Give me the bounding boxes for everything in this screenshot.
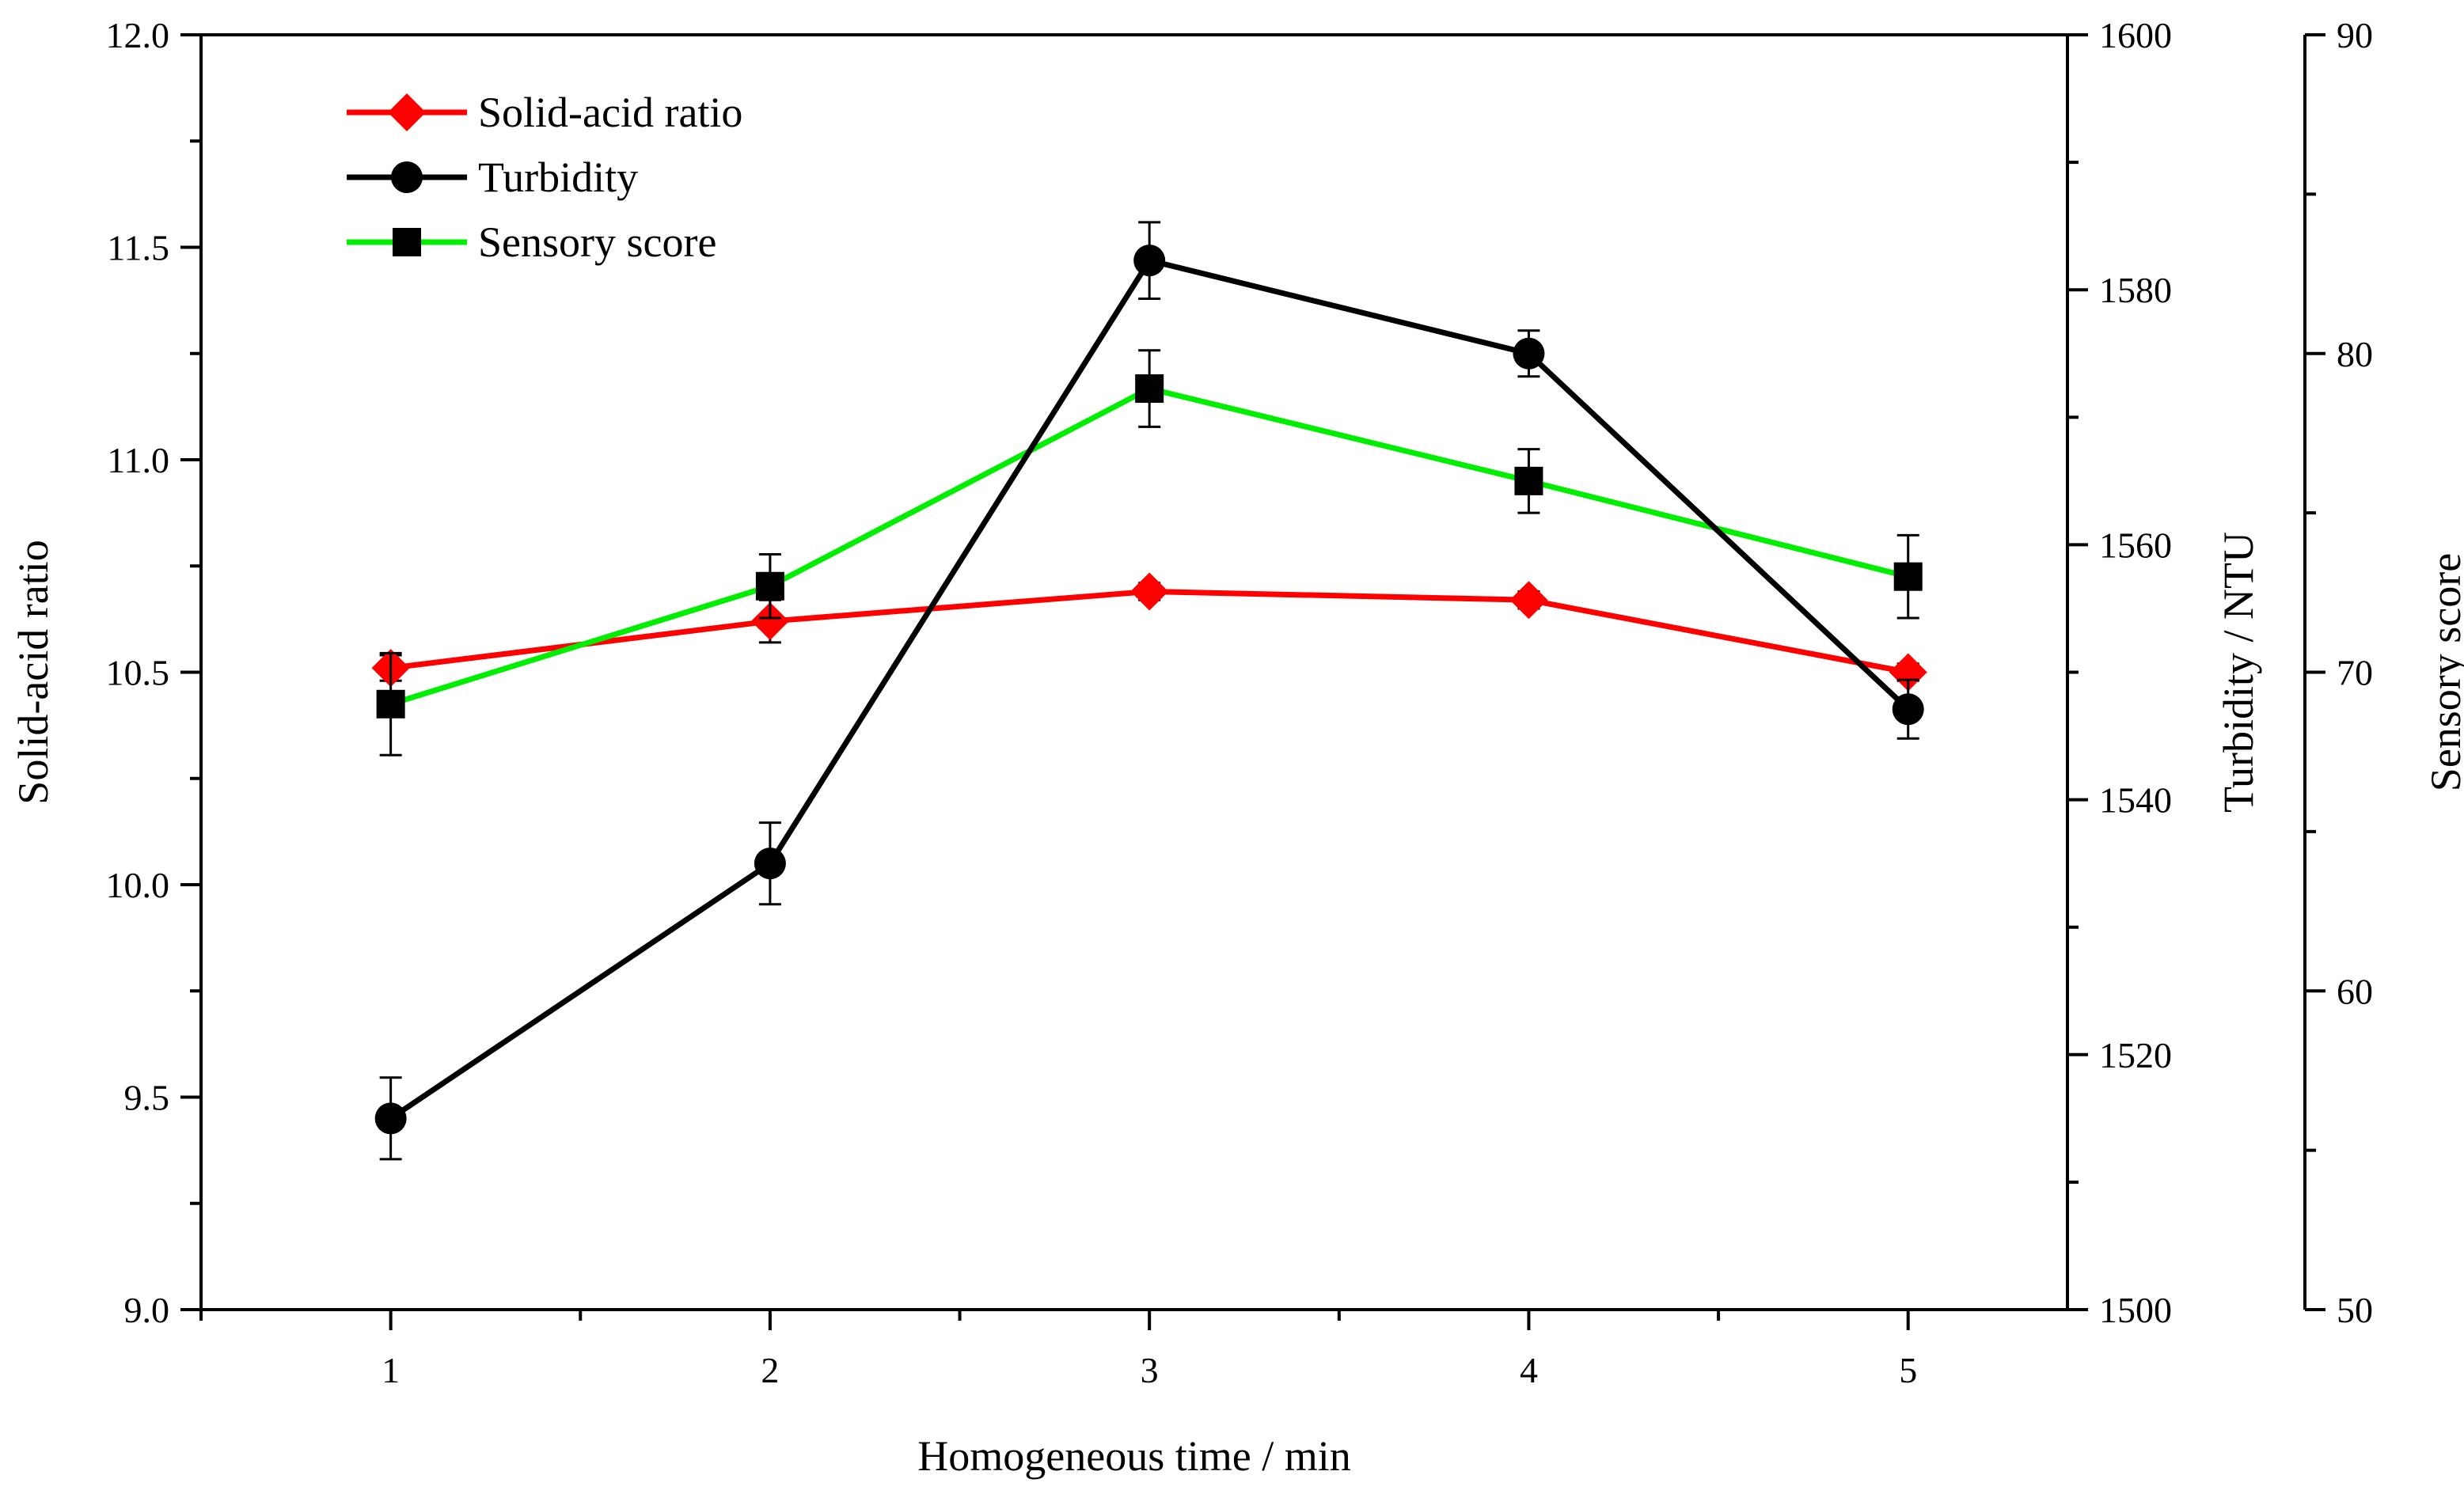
right2-axis-title: Sensory score <box>2422 553 2464 791</box>
data-point <box>1893 562 1923 591</box>
left-tick-label: 9.0 <box>124 1290 170 1330</box>
data-point <box>1509 581 1548 620</box>
series-solid-acid-ratio <box>371 572 1927 692</box>
right1-tick-label: 1540 <box>2099 780 2172 821</box>
series-sensory-score <box>376 349 1923 756</box>
left-axis-title: Solid-acid ratio <box>9 540 57 804</box>
x-tick-label: 5 <box>1899 1350 1917 1390</box>
x-tick-label: 4 <box>1520 1350 1538 1390</box>
right1-tick-label: 1500 <box>2099 1290 2172 1330</box>
data-point <box>1514 466 1543 495</box>
series-layer <box>371 221 1927 1161</box>
left-tick-label: 9.5 <box>124 1078 170 1118</box>
legend-label: Solid-acid ratio <box>478 89 742 136</box>
right2-tick-label: 60 <box>2337 971 2373 1011</box>
axes-layer: 1 2 3 4 5 9.0 9.5 10.0 10.5 11.0 11.5 12.0 Solid-aci… <box>9 15 2464 1480</box>
data-point <box>1133 245 1166 277</box>
right1-axis-title: Turbidity / NTU <box>2215 532 2262 813</box>
data-point <box>754 847 786 880</box>
left-tick-label: 10.0 <box>106 865 170 905</box>
data-point <box>750 602 789 641</box>
right1-tick-label: 1560 <box>2099 525 2172 565</box>
data-point <box>1513 337 1545 370</box>
x-axis-title: Homogeneous time / min <box>917 1432 1350 1480</box>
data-point <box>1130 572 1169 611</box>
legend-entry: Turbidity <box>347 154 638 201</box>
left-tick-label: 12.0 <box>106 15 170 55</box>
data-point <box>376 689 405 719</box>
legend-entry: Sensory score <box>347 218 716 266</box>
x-tick-label: 3 <box>1141 1350 1159 1390</box>
legend-swatch-marker <box>391 161 423 193</box>
legend: Solid-acid ratio Turbidity Sensory score <box>347 89 742 266</box>
legend-swatch-marker <box>388 93 426 131</box>
right1-tick-label: 1600 <box>2099 15 2172 55</box>
data-point <box>374 1102 407 1135</box>
right2-tick-label: 80 <box>2337 334 2373 374</box>
right1-tick-label: 1520 <box>2099 1035 2172 1075</box>
right2-tick-label: 70 <box>2337 653 2373 693</box>
legend-label: Turbidity <box>478 154 638 201</box>
data-point <box>1889 653 1927 692</box>
left-tick-label: 11.5 <box>107 228 169 268</box>
x-tick-label: 2 <box>761 1350 779 1390</box>
data-point <box>755 571 784 601</box>
data-point <box>1135 374 1164 404</box>
legend-swatch-marker <box>393 228 421 256</box>
x-tick-label: 1 <box>382 1350 400 1390</box>
left-tick-label: 10.5 <box>106 653 170 693</box>
legend-entry: Solid-acid ratio <box>347 89 742 136</box>
right1-tick-label: 1580 <box>2099 270 2172 310</box>
left-tick-label: 11.0 <box>107 440 169 480</box>
data-point <box>1892 693 1924 726</box>
legend-label: Sensory score <box>478 218 716 266</box>
series-line <box>389 385 1909 707</box>
right2-tick-label: 90 <box>2337 15 2373 55</box>
right2-tick-label: 50 <box>2337 1290 2373 1330</box>
series-turbidity <box>374 221 1924 1161</box>
